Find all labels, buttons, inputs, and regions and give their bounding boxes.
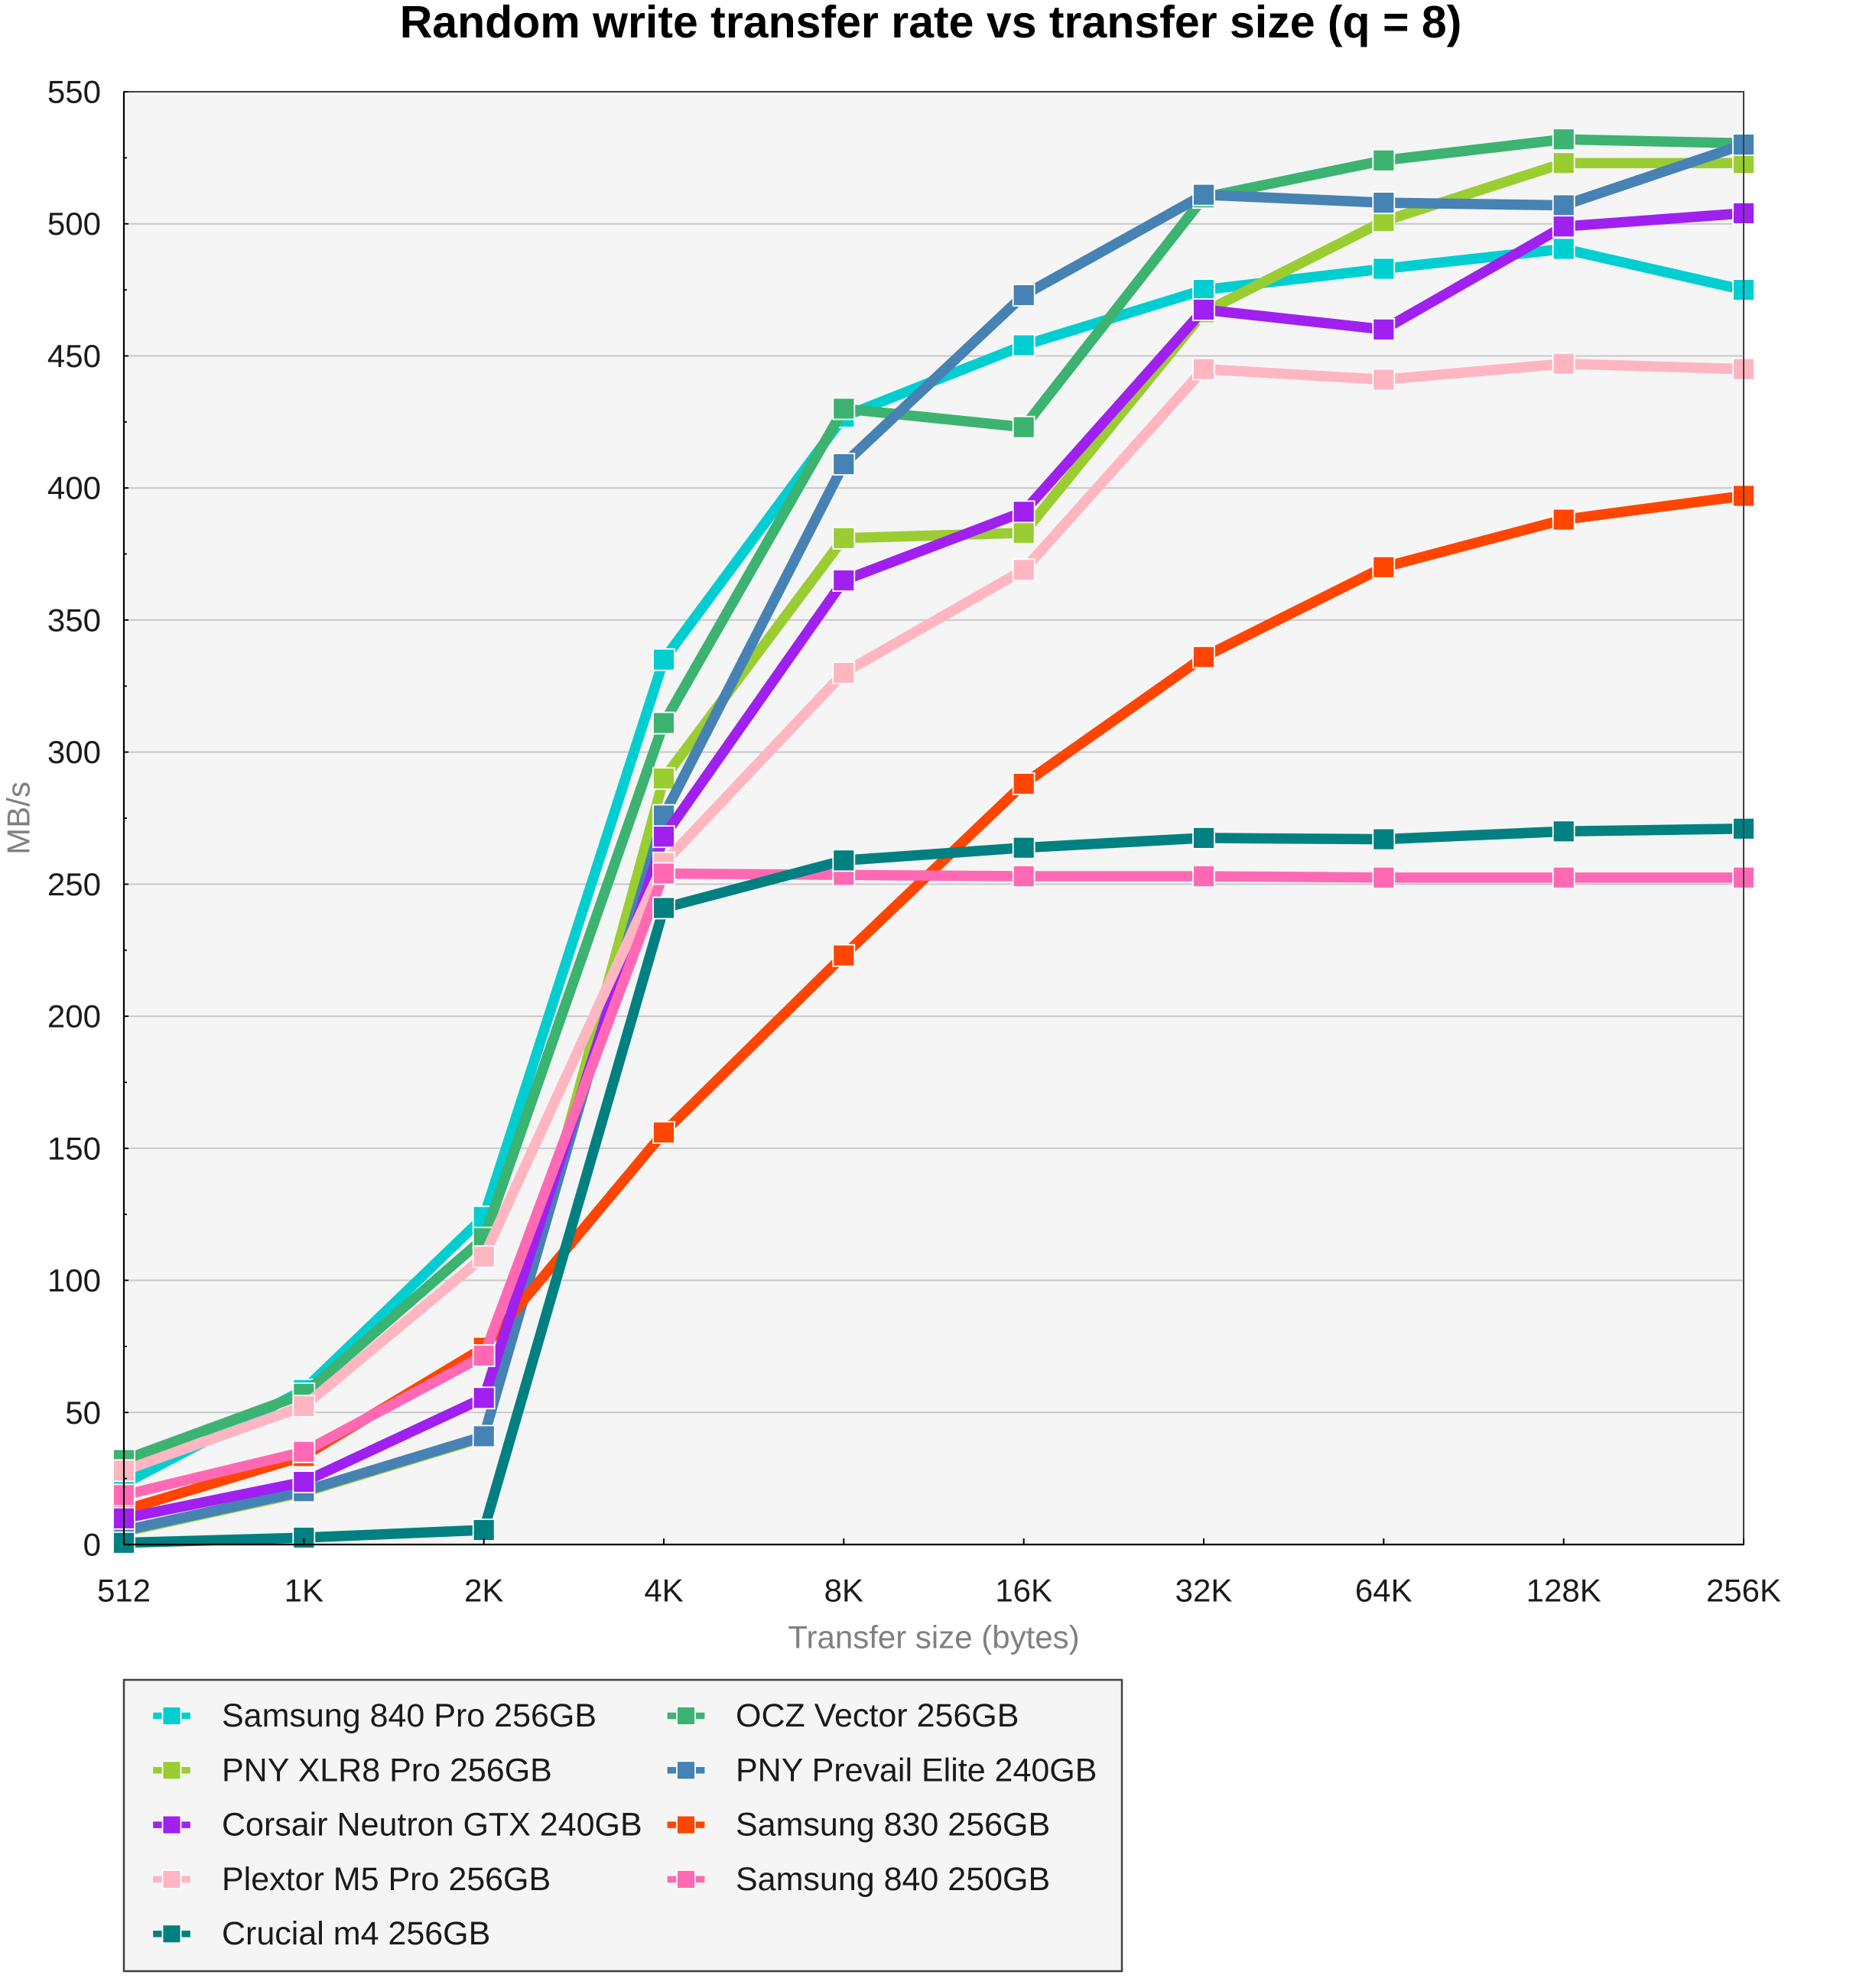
svg-text:MB/s: MB/s — [1, 781, 37, 855]
svg-text:OCZ Vector 256GB: OCZ Vector 256GB — [736, 1697, 1019, 1734]
svg-text:Samsung 840 250GB: Samsung 840 250GB — [736, 1861, 1050, 1898]
svg-text:1K: 1K — [284, 1573, 323, 1609]
svg-text:2K: 2K — [464, 1573, 503, 1609]
svg-text:16K: 16K — [995, 1573, 1052, 1609]
svg-text:32K: 32K — [1175, 1573, 1233, 1609]
svg-text:Corsair Neutron GTX 240GB: Corsair Neutron GTX 240GB — [222, 1807, 642, 1843]
svg-text:550: 550 — [47, 74, 101, 110]
svg-text:64K: 64K — [1355, 1573, 1413, 1609]
svg-text:0: 0 — [83, 1527, 101, 1563]
svg-text:PNY Prevail Elite 240GB: PNY Prevail Elite 240GB — [736, 1752, 1097, 1788]
svg-text:Random write transfer rate vs: Random write transfer rate vs transfer s… — [400, 0, 1462, 47]
svg-text:8K: 8K — [824, 1573, 863, 1609]
svg-text:Samsung 830 256GB: Samsung 830 256GB — [736, 1807, 1050, 1843]
svg-text:Plextor M5 Pro 256GB: Plextor M5 Pro 256GB — [222, 1861, 551, 1898]
svg-text:PNY XLR8 Pro 256GB: PNY XLR8 Pro 256GB — [222, 1752, 552, 1788]
svg-text:Samsung 840 Pro 256GB: Samsung 840 Pro 256GB — [222, 1697, 597, 1734]
svg-text:200: 200 — [47, 999, 101, 1035]
svg-text:350: 350 — [47, 602, 101, 638]
svg-text:256K: 256K — [1706, 1573, 1781, 1609]
svg-text:500: 500 — [47, 206, 101, 242]
svg-text:150: 150 — [47, 1130, 101, 1166]
svg-text:Crucial m4 256GB: Crucial m4 256GB — [222, 1915, 490, 1952]
svg-text:128K: 128K — [1526, 1573, 1601, 1609]
svg-text:50: 50 — [65, 1395, 101, 1431]
svg-text:100: 100 — [47, 1262, 101, 1298]
svg-text:450: 450 — [47, 338, 101, 374]
svg-text:400: 400 — [47, 470, 101, 506]
svg-text:512: 512 — [97, 1573, 151, 1609]
svg-text:250: 250 — [47, 866, 101, 902]
svg-text:300: 300 — [47, 734, 101, 770]
svg-text:4K: 4K — [644, 1573, 683, 1609]
svg-text:Transfer size (bytes): Transfer size (bytes) — [788, 1619, 1079, 1655]
